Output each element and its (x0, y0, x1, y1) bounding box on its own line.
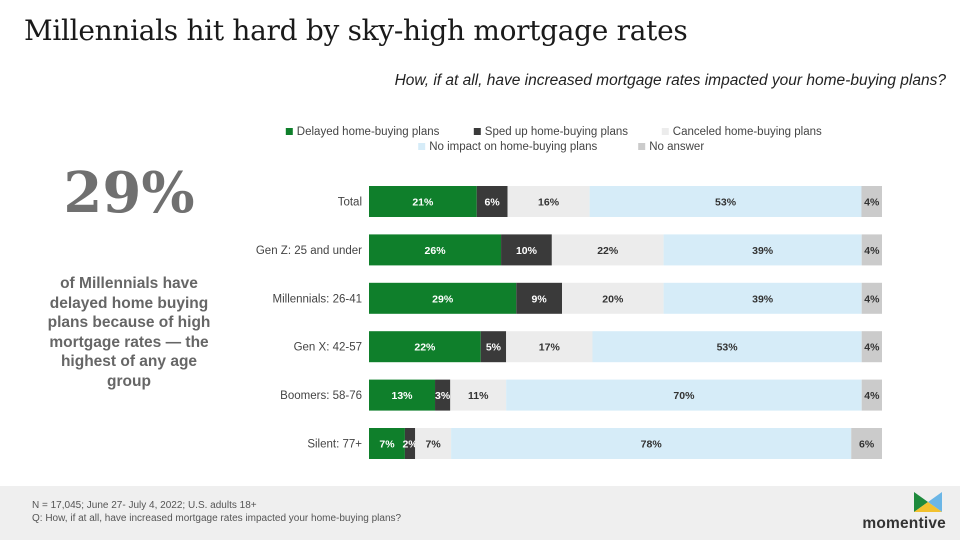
footnote-sample: N = 17,045; June 27- July 4, 2022; U.S. … (32, 500, 257, 511)
data-label: 78% (641, 439, 663, 451)
data-label: 7% (379, 439, 395, 451)
data-label: 5% (486, 342, 502, 354)
data-label: 6% (485, 197, 501, 209)
bar-segment (415, 428, 452, 459)
footnote-question: Q: How, if at all, have increased mortga… (32, 513, 402, 524)
bar-segment (369, 331, 481, 363)
data-label: 22% (597, 245, 619, 257)
highlight-stat-description: of Millennials have delayed home buying … (47, 275, 211, 390)
legend-label-3: No impact on home-buying plans (429, 141, 597, 153)
bar-segment (851, 428, 882, 459)
bar-segment (476, 186, 508, 217)
category-label: Silent: 77+ (307, 439, 362, 451)
data-label: 39% (752, 245, 774, 257)
legend-swatch-3 (418, 143, 426, 150)
legend-swatch-4 (638, 143, 646, 150)
bar-segment (592, 331, 862, 363)
legend-label-1: Sped up home-buying plans (485, 126, 628, 138)
bar-segment (435, 379, 451, 411)
legend-swatch-2 (661, 128, 669, 135)
data-label: 7% (426, 439, 442, 451)
data-label: 6% (859, 439, 875, 451)
bar-segment (369, 234, 502, 266)
bar-segment (663, 282, 862, 314)
data-label: 4% (864, 293, 880, 305)
stacked-bar-chart: Delayed home-buying plans Sped up home-bu… (256, 126, 882, 459)
bar-segment (480, 331, 507, 363)
data-label: 10% (516, 245, 538, 257)
legend-swatch-0 (285, 128, 293, 135)
page-title: Millennials hit hard by sky-high mortgag… (24, 14, 688, 47)
bar-segment (506, 331, 593, 363)
bar-segment (551, 234, 664, 266)
bar-segment (562, 282, 664, 314)
data-label: 53% (715, 197, 737, 209)
bar-segment (861, 331, 882, 363)
data-label: 29% (432, 293, 454, 305)
data-label: 26% (425, 245, 447, 257)
footer-bar: N = 17,045; June 27- July 4, 2022; U.S. … (0, 486, 960, 540)
data-label: 13% (392, 390, 414, 402)
bar-segment (861, 379, 882, 411)
category-label: Gen Z: 25 and under (256, 245, 362, 257)
data-label: 70% (673, 390, 695, 402)
legend-label-2: Canceled home-buying plans (673, 126, 822, 138)
data-label: 9% (532, 293, 548, 305)
data-label: 22% (414, 342, 436, 354)
bar-segment (861, 282, 882, 314)
category-label: Millennials: 26-41 (273, 293, 363, 305)
legend-swatch-1 (473, 128, 481, 135)
data-label: 39% (752, 293, 774, 305)
bar-segment (451, 428, 852, 459)
bar-segment (450, 379, 507, 411)
bar-segment (663, 234, 862, 266)
question-subtitle: How, if at all, have increased mortgage … (394, 72, 946, 89)
bar-segment (369, 379, 436, 411)
bar-segment (369, 186, 477, 217)
category-label: Total (338, 197, 362, 209)
bar-segment (516, 282, 563, 314)
data-label: 4% (864, 342, 880, 354)
data-label: 20% (602, 293, 624, 305)
bar-segment (404, 428, 416, 459)
data-label: 53% (717, 342, 739, 354)
bar-segment (861, 186, 882, 217)
legend-label-0: Delayed home-buying plans (297, 126, 440, 138)
momentive-logo-icon (914, 492, 942, 512)
data-label: 16% (538, 197, 560, 209)
bar-segment (507, 186, 590, 217)
bar-segment (589, 186, 862, 217)
bar-segment (506, 379, 862, 411)
highlight-stat: 29% (63, 160, 195, 226)
data-label: 4% (864, 245, 880, 257)
data-label: 4% (864, 390, 880, 402)
data-label: 4% (864, 197, 880, 209)
bar-segment (861, 234, 882, 266)
data-label: 3% (435, 390, 451, 402)
bar-segment (369, 282, 517, 314)
data-label: 2% (402, 439, 418, 451)
data-label: 17% (539, 342, 561, 354)
bar-segment (501, 234, 552, 266)
data-label: 21% (412, 197, 434, 209)
legend-label-4: No answer (649, 141, 704, 153)
bar-segment (369, 428, 405, 459)
momentive-brand: momentive (862, 515, 946, 532)
data-label: 11% (468, 390, 489, 402)
category-label: Boomers: 58-76 (280, 390, 362, 402)
category-label: Gen X: 42-57 (294, 342, 362, 354)
